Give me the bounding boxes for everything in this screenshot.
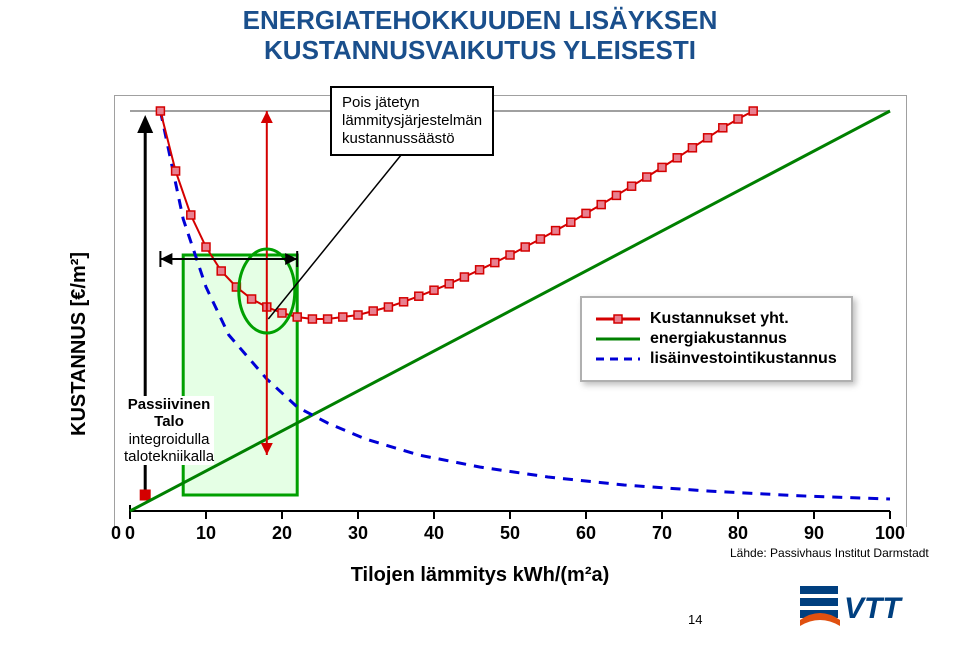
legend: Kustannukset yht. energiakustannus lisäinv…	[580, 296, 853, 382]
callout-savings: Pois jätetynlämmitysjärjestelmänkustannu…	[330, 86, 494, 156]
x-tick-label: 30	[348, 523, 368, 544]
legend-item: Kustannukset yht.	[596, 310, 837, 328]
legend-label: Kustannukset yht.	[650, 310, 789, 328]
legend-label: energiakustannus	[650, 330, 787, 348]
x-tick-label: 20	[272, 523, 292, 544]
x-tick-label: 40	[424, 523, 444, 544]
svg-text:VTT: VTT	[844, 592, 903, 625]
x-tick-label: 0	[125, 523, 135, 544]
legend-swatch	[596, 350, 640, 368]
x-tick-label: 60	[576, 523, 596, 544]
x-axis-label: Tilojen lämmitys kWh/(m²a)	[0, 564, 960, 587]
page-number: 14	[688, 612, 702, 627]
source-note: Lähde: Passivhaus Institut Darmstadt	[730, 546, 929, 560]
legend-swatch	[596, 330, 640, 348]
x-tick-label: 90	[804, 523, 824, 544]
legend-label: lisäinvestointikustannus	[650, 350, 837, 368]
x-tick-label: 70	[652, 523, 672, 544]
legend-item: lisäinvestointikustannus	[596, 350, 837, 368]
vtt-logo: VTT	[800, 586, 920, 641]
x-tick-label: 100	[875, 523, 905, 544]
legend-item: energiakustannus	[596, 330, 837, 348]
x-tick-label: 10	[196, 523, 216, 544]
callout-passive-house: PassiivinenTalointegroidullatalotekniika…	[124, 396, 214, 465]
x-tick-label: 80	[728, 523, 748, 544]
x-tick-label: 50	[500, 523, 520, 544]
legend-swatch	[596, 310, 640, 328]
y-tick-zero: 0	[111, 523, 121, 544]
